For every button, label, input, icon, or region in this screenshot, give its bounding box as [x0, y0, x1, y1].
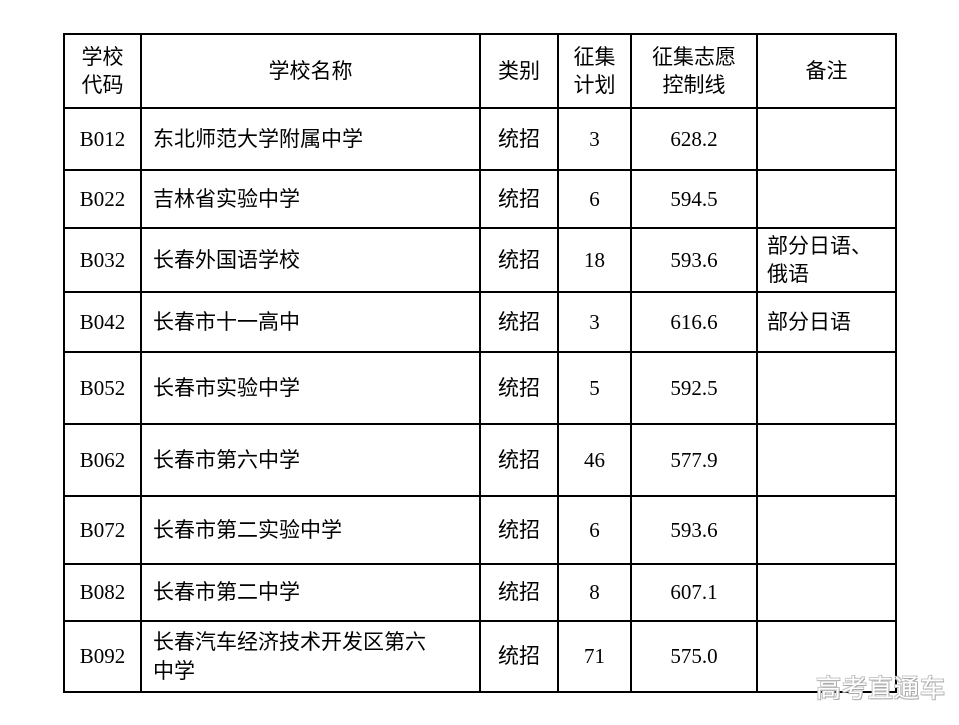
cell-control-line: 607.1 [630, 563, 758, 622]
cell-school-name: 吉林省实验中学 [140, 169, 481, 229]
cell-school-name: 长春市第二实验中学 [140, 495, 481, 565]
cell-remark [756, 563, 897, 622]
header-school-code: 学校 代码 [63, 33, 142, 109]
cell-plan: 6 [557, 495, 632, 565]
cell-control-line: 577.9 [630, 423, 758, 497]
cell-remark: 部分日语、 俄语 [756, 227, 897, 293]
header-control-line: 征集志愿 控制线 [630, 33, 758, 109]
cell-plan: 3 [557, 291, 632, 353]
cell-category: 统招 [479, 495, 559, 565]
cell-school-code: B042 [63, 291, 142, 353]
cell-control-line: 592.5 [630, 351, 758, 425]
cell-remark [756, 169, 897, 229]
cell-school-name: 长春市第二中学 [140, 563, 481, 622]
cell-remark: 部分日语 [756, 291, 897, 353]
cell-plan: 18 [557, 227, 632, 293]
cell-category: 统招 [479, 563, 559, 622]
cell-school-name: 长春市第六中学 [140, 423, 481, 497]
cell-control-line: 594.5 [630, 169, 758, 229]
cell-control-line: 616.6 [630, 291, 758, 353]
cell-control-line: 575.0 [630, 620, 758, 693]
cell-school-name: 长春汽车经济技术开发区第六 中学 [140, 620, 481, 693]
header-remark: 备注 [756, 33, 897, 109]
header-school-name: 学校名称 [140, 33, 481, 109]
cell-remark [756, 351, 897, 425]
cell-school-name: 长春外国语学校 [140, 227, 481, 293]
cell-category: 统招 [479, 620, 559, 693]
cell-plan: 5 [557, 351, 632, 425]
cell-category: 统招 [479, 291, 559, 353]
cell-category: 统招 [479, 227, 559, 293]
table-row: B062 长春市第六中学 统招 46 577.9 [63, 423, 897, 497]
cell-plan: 8 [557, 563, 632, 622]
cell-school-code: B092 [63, 620, 142, 693]
cell-plan: 3 [557, 107, 632, 171]
cell-school-code: B052 [63, 351, 142, 425]
table-row: B092 长春汽车经济技术开发区第六 中学 统招 71 575.0 [63, 620, 897, 693]
cell-category: 统招 [479, 351, 559, 425]
table-row: B072 长春市第二实验中学 统招 6 593.6 [63, 495, 897, 565]
cell-remark [756, 423, 897, 497]
gaokao-express-watermark: 高考直通车 [816, 675, 947, 703]
admission-control-line-table: 学校 代码 学校名称 类别 征集 计划 征集志愿 控制线 备注 B012 东北师… [63, 33, 897, 693]
header-category: 类别 [479, 33, 559, 109]
table-row: B032 长春外国语学校 统招 18 593.6 部分日语、 俄语 [63, 227, 897, 293]
table-header-row: 学校 代码 学校名称 类别 征集 计划 征集志愿 控制线 备注 [63, 33, 897, 109]
table-row: B042 长春市十一高中 统招 3 616.6 部分日语 [63, 291, 897, 353]
cell-category: 统招 [479, 423, 559, 497]
cell-plan: 71 [557, 620, 632, 693]
cell-school-name: 长春市实验中学 [140, 351, 481, 425]
header-plan: 征集 计划 [557, 33, 632, 109]
table-row: B012 东北师范大学附属中学 统招 3 628.2 [63, 107, 897, 171]
table-row: B052 长春市实验中学 统招 5 592.5 [63, 351, 897, 425]
cell-remark [756, 107, 897, 171]
cell-school-code: B032 [63, 227, 142, 293]
cell-remark [756, 620, 897, 693]
cell-control-line: 628.2 [630, 107, 758, 171]
cell-control-line: 593.6 [630, 227, 758, 293]
cell-school-code: B082 [63, 563, 142, 622]
cell-school-code: B012 [63, 107, 142, 171]
cell-category: 统招 [479, 107, 559, 171]
cell-control-line: 593.6 [630, 495, 758, 565]
table-row: B022 吉林省实验中学 统招 6 594.5 [63, 169, 897, 229]
cell-category: 统招 [479, 169, 559, 229]
cell-school-code: B062 [63, 423, 142, 497]
cell-school-name: 东北师范大学附属中学 [140, 107, 481, 171]
cell-school-name: 长春市十一高中 [140, 291, 481, 353]
cell-plan: 6 [557, 169, 632, 229]
cell-remark [756, 495, 897, 565]
cell-plan: 46 [557, 423, 632, 497]
cell-school-code: B022 [63, 169, 142, 229]
cell-school-code: B072 [63, 495, 142, 565]
table-row: B082 长春市第二中学 统招 8 607.1 [63, 563, 897, 622]
